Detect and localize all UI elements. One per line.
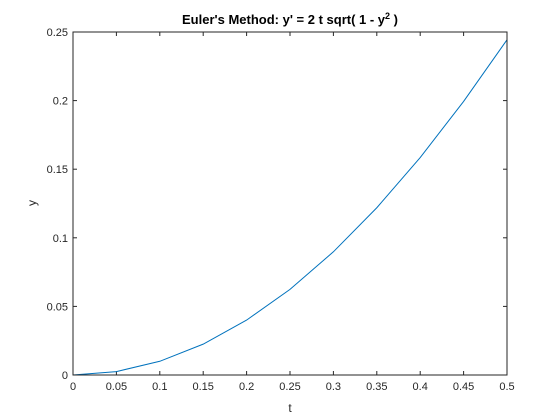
x-tick-label: 0.05 (106, 381, 127, 393)
x-tick-label: 0.35 (366, 381, 387, 393)
x-tick-label: 0.2 (239, 381, 254, 393)
x-tick-label: 0.1 (152, 381, 167, 393)
y-tick-label: 0.15 (47, 164, 68, 176)
x-tick-label: 0.45 (453, 381, 474, 393)
y-ticks: 0 0.05 0.1 0.15 0.2 0.25 (47, 27, 507, 382)
plot-area (73, 32, 507, 375)
x-ticks: 0 0.05 0.1 0.15 0.2 0.25 0.3 0.35 0.4 0.45 0.5 (70, 32, 515, 393)
y-axis-label: y (25, 200, 39, 206)
title-suffix: ) (390, 12, 398, 27)
y-tick-label: 0.2 (53, 96, 68, 108)
x-tick-label: 0.4 (413, 381, 428, 393)
x-tick-label: 0.5 (499, 381, 514, 393)
x-tick-label: 0.25 (279, 381, 300, 393)
y-tick-label: 0.1 (53, 233, 68, 245)
title-main: Euler's Method: y' = 2 t sqrt( 1 - y (182, 12, 386, 27)
chart-title: Euler's Method: y' = 2 t sqrt( 1 - y2 ) (182, 11, 398, 27)
x-tick-label: 0.3 (326, 381, 341, 393)
axes-box (72, 31, 508, 376)
x-tick-label: 0.15 (192, 381, 213, 393)
y-tick-label: 0.25 (47, 27, 68, 39)
y-tick-label: 0 (62, 370, 68, 382)
title-superscript: 2 (385, 11, 390, 21)
series-line (72, 39, 508, 376)
x-axis-label: t (288, 401, 292, 415)
x-tick-label: 0 (70, 381, 76, 393)
y-tick-label: 0.05 (47, 301, 68, 313)
